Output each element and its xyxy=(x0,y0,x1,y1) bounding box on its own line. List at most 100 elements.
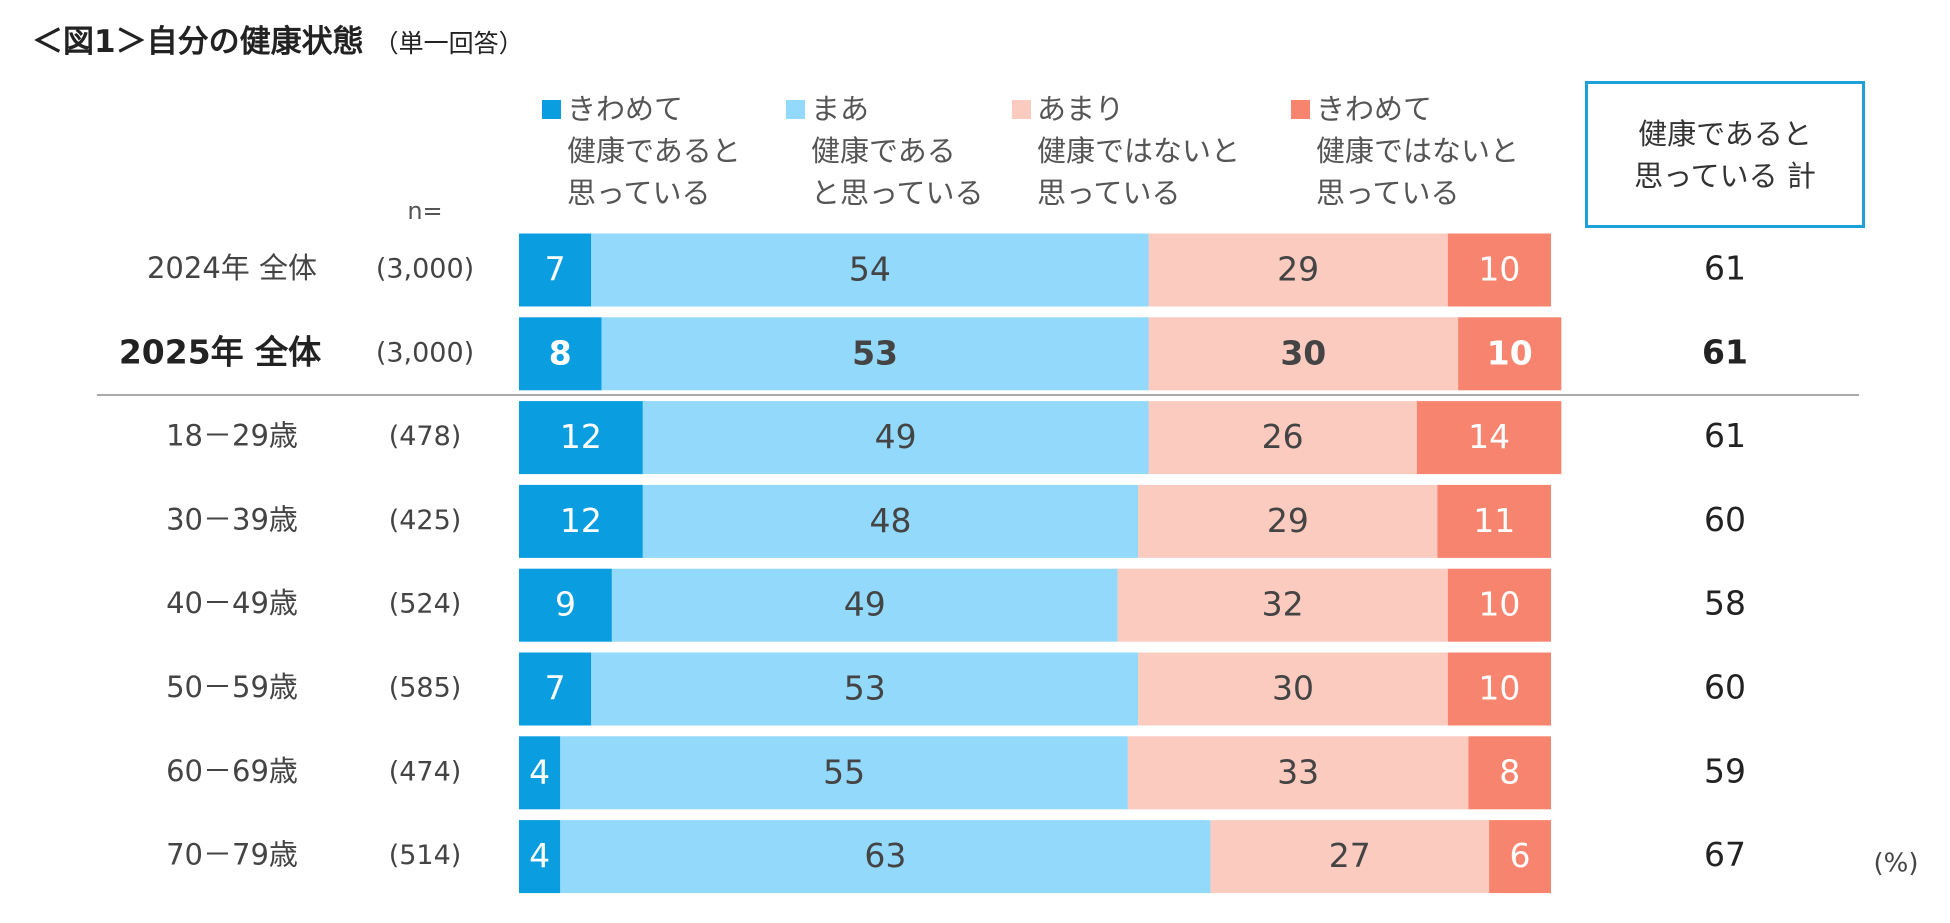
n-value: (585) xyxy=(389,673,462,704)
bar-segment xyxy=(519,484,643,558)
bar-value-label: 12 xyxy=(560,417,602,456)
bar-value-label: 6 xyxy=(1510,836,1531,875)
bar-segment xyxy=(1458,317,1562,391)
chart-title-wrap: ＜図1＞自分の健康状態 （単一回答） xyxy=(32,16,524,61)
legend-swatch xyxy=(786,100,805,119)
total-value: 61 xyxy=(1702,332,1748,371)
category-label: 18－29歳 xyxy=(166,419,298,453)
chart-title: ＜図1＞自分の健康状態 xyxy=(32,24,364,60)
bar-value-label: 33 xyxy=(1277,752,1319,791)
n-value: (474) xyxy=(389,756,462,787)
bar-value-label: 55 xyxy=(823,752,865,791)
category-label: 50－59歳 xyxy=(166,670,298,704)
bar-value-label: 10 xyxy=(1478,585,1520,624)
total-value: 67 xyxy=(1704,835,1746,874)
bar-value-label: 12 xyxy=(560,501,602,540)
unit-label: (%) xyxy=(1874,849,1919,879)
bar-segment xyxy=(591,233,1149,307)
bar-value-label: 29 xyxy=(1267,501,1309,540)
n-value: (524) xyxy=(389,589,462,620)
bar-segment xyxy=(519,736,561,810)
bar-value-label: 48 xyxy=(870,501,912,540)
bar-segment xyxy=(1138,484,1438,558)
total-header: 健康であると 思っている 計 xyxy=(1585,81,1865,228)
bar-segment xyxy=(1437,484,1551,558)
bar-segment xyxy=(1489,820,1551,894)
bar-segment xyxy=(611,568,1118,642)
legend-swatch xyxy=(1012,100,1031,119)
bar-value-label: 26 xyxy=(1262,417,1304,456)
n-value: (425) xyxy=(389,505,462,536)
bar-value-label: 53 xyxy=(852,333,898,372)
bar-value-label: 63 xyxy=(864,836,906,875)
bar-segment xyxy=(642,401,1149,475)
legend-swatch xyxy=(542,100,561,119)
bar-value-label: 30 xyxy=(1280,333,1326,372)
bar-segment xyxy=(519,401,643,475)
category-label: 30－39歳 xyxy=(166,502,298,536)
total-value: 59 xyxy=(1704,751,1746,790)
bar-value-label: 32 xyxy=(1262,585,1304,624)
category-label: 2024年 全体 xyxy=(147,251,317,285)
total-value: 60 xyxy=(1704,500,1746,539)
bar-segment xyxy=(560,820,1211,894)
bar-value-label: 10 xyxy=(1478,669,1520,708)
bar-segment xyxy=(519,652,592,726)
bar-segment xyxy=(560,736,1128,810)
bar-value-label: 8 xyxy=(1499,752,1520,791)
n-value: (3,000) xyxy=(376,337,474,368)
bar-segment xyxy=(1416,401,1562,475)
bar-value-label: 49 xyxy=(875,417,917,456)
bar-value-label: 14 xyxy=(1468,417,1510,456)
bar-value-label: 30 xyxy=(1272,669,1314,708)
legend-label: きわめて 健康であると 思っている xyxy=(567,92,741,210)
category-label: 2025年 全体 xyxy=(119,332,321,371)
bar-segment xyxy=(591,652,1139,726)
legend-label: まあ 健康である と思っている xyxy=(811,92,984,210)
bar-segment xyxy=(1447,652,1551,726)
chart-subtitle: （単一回答） xyxy=(373,29,524,58)
bar-value-label: 7 xyxy=(545,250,566,289)
bar-value-label: 10 xyxy=(1487,333,1533,372)
bar-segment xyxy=(601,317,1149,391)
legend-item: まあ 健康である と思っている xyxy=(786,88,984,214)
bar-segment xyxy=(519,317,602,391)
legend-label: あまり 健康ではないと 思っている xyxy=(1037,92,1241,210)
bar-segment xyxy=(519,820,561,894)
total-value: 60 xyxy=(1704,668,1746,707)
n-value: (3,000) xyxy=(376,254,474,285)
bar-segment xyxy=(1117,568,1448,642)
legend-label: きわめて 健康ではないと 思っている xyxy=(1316,92,1520,210)
legend-swatch xyxy=(1291,100,1310,119)
bar-segment xyxy=(1148,317,1459,391)
total-value: 61 xyxy=(1704,249,1746,288)
bar-value-label: 29 xyxy=(1277,250,1319,289)
bar-value-label: 7 xyxy=(545,669,566,708)
bar-segment xyxy=(1148,233,1448,307)
bar-segment xyxy=(519,568,612,642)
legend-item: きわめて 健康ではないと 思っている xyxy=(1291,88,1519,214)
n-value: (478) xyxy=(389,421,462,452)
n-label: n= xyxy=(407,197,442,225)
bar-value-label: 53 xyxy=(844,669,886,708)
category-label: 60－69歳 xyxy=(166,754,298,788)
total-value: 61 xyxy=(1704,416,1746,455)
bar-value-label: 49 xyxy=(844,585,886,624)
bar-value-label: 54 xyxy=(849,250,891,289)
bar-value-label: 4 xyxy=(529,836,550,875)
legend-item: あまり 健康ではないと 思っている xyxy=(1012,88,1240,214)
bar-value-label: 4 xyxy=(529,752,550,791)
bar-value-label: 11 xyxy=(1473,501,1515,540)
bar-segment xyxy=(519,233,592,307)
category-label: 40－49歳 xyxy=(166,586,298,620)
total-value: 58 xyxy=(1704,584,1746,623)
legend-item: きわめて 健康であると 思っている xyxy=(542,88,741,214)
bar-segment xyxy=(1447,233,1551,307)
bar-segment xyxy=(1138,652,1448,726)
bar-segment xyxy=(642,484,1139,558)
bar-segment xyxy=(1148,401,1417,475)
bar-value-label: 10 xyxy=(1478,250,1520,289)
bar-segment xyxy=(1127,736,1469,810)
